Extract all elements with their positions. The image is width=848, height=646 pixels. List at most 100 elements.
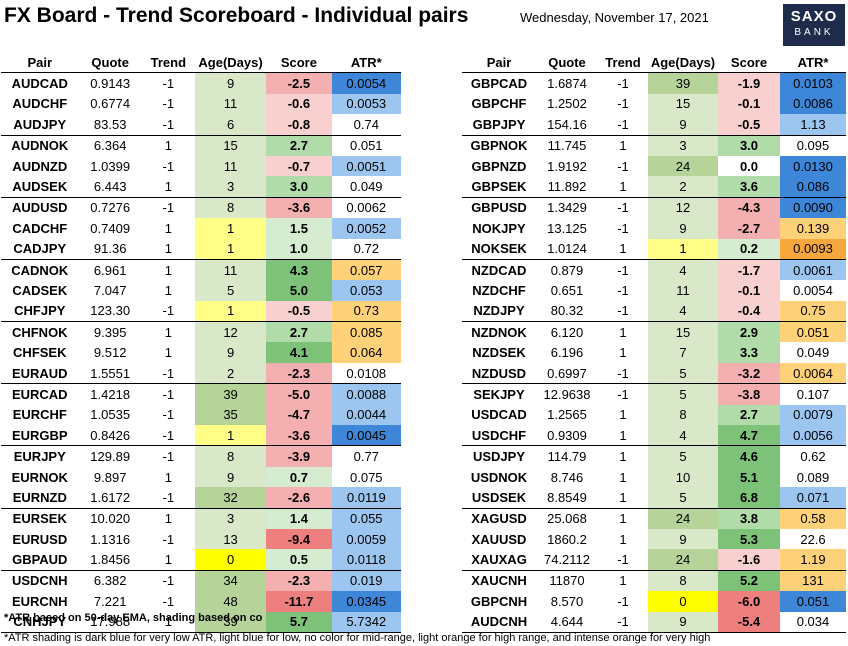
score-cell: -0.1 xyxy=(718,93,780,115)
atr-cell: 0.0052 xyxy=(331,218,401,239)
pair-cell: CNHJPY xyxy=(1,611,79,633)
atr-cell: 1.19 xyxy=(780,549,846,571)
atr-cell: 22.6 xyxy=(800,531,826,547)
trend-cell: 1 xyxy=(598,507,648,529)
col-header-trend: Trend xyxy=(598,52,648,74)
age-cell: 15 xyxy=(194,134,267,156)
pair-cell: EURAUD xyxy=(11,365,68,381)
trend-cell: -1 xyxy=(162,489,175,505)
table-row: EURSEK 10.020 1 3 1.4 0.055 xyxy=(1,507,401,529)
col-header-age: Age(Days) xyxy=(194,52,267,74)
age-cell: 24 xyxy=(648,507,718,529)
atr-cell: 0.0054 xyxy=(331,72,401,94)
table-row: NZDUSD 0.6997 -1 5 -3.2 0.0064 xyxy=(462,362,846,384)
trend-cell: -1 xyxy=(617,76,629,92)
score-cell: -4.3 xyxy=(718,196,780,219)
trend-cell: -1 xyxy=(617,282,629,298)
pair-cell: NZDNOK xyxy=(462,321,536,343)
table-row: EURCAD 1.4218 -1 39 -5.0 0.0088 xyxy=(1,383,401,405)
table-row: GBPUSD 1.3429 -1 12 -4.3 0.0090 xyxy=(462,196,846,219)
score-cell: 5.1 xyxy=(718,466,780,488)
quote-cell: 0.7276 xyxy=(78,196,142,219)
age-cell: 9 xyxy=(648,528,718,550)
quote-cell: 9.395 xyxy=(78,321,142,343)
col-header-pair: Pair xyxy=(1,52,79,74)
table-row: CNHJPY 17.988 1 39 5.7 5.7342 xyxy=(1,611,401,633)
trend-cell: 1 xyxy=(164,345,172,361)
trend-cell: 1 xyxy=(164,469,172,485)
score-cell: 1.5 xyxy=(266,218,332,239)
age-cell: 8 xyxy=(194,445,267,467)
quote-cell: 1860.2 xyxy=(547,531,587,547)
atr-cell: 0.057 xyxy=(331,258,401,281)
table-row: NZDJPY 80.32 -1 4 -0.4 0.75 xyxy=(462,300,846,322)
quote-cell: 0.8426 xyxy=(90,427,131,443)
table-row: GBPJPY 154.16 -1 9 -0.5 1.13 xyxy=(462,114,846,136)
atr-cell: 0.0054 xyxy=(793,282,833,298)
atr-cell: 0.0079 xyxy=(780,404,846,426)
trend-cell: -1 xyxy=(617,96,629,112)
atr-cell: 0.051 xyxy=(331,134,401,156)
table-row: XAUXAG 74.2112 -1 24 -1.6 1.19 xyxy=(462,549,846,571)
atr-cell: 0.086 xyxy=(780,176,846,198)
table-row: CADCHF 0.7409 1 1 1.5 0.0052 xyxy=(1,218,401,239)
table-row: XAUUSD 1860.2 1 9 5.3 22.6 xyxy=(462,528,846,550)
age-cell: 9 xyxy=(648,611,718,633)
score-cell: -2.3 xyxy=(266,362,332,384)
score-cell: -3.9 xyxy=(266,445,332,467)
quote-cell: 0.651 xyxy=(550,282,584,298)
quote-cell: 4.644 xyxy=(536,611,598,633)
age-cell: 3 xyxy=(194,176,267,198)
age-cell: 9 xyxy=(648,114,718,136)
pair-cell: EURUSD xyxy=(12,531,68,547)
trend-cell: -1 xyxy=(162,303,175,319)
table-row: GBPNZD 1.9192 -1 24 0.0 0.0130 xyxy=(462,155,846,177)
quote-cell: 1.6172 xyxy=(90,489,131,505)
atr-cell: 0.0118 xyxy=(331,549,401,571)
score-cell: 4.1 xyxy=(266,342,332,363)
age-cell: 5 xyxy=(648,487,718,509)
pair-cell: CHFSEK xyxy=(13,345,67,361)
score-cell: -0.1 xyxy=(718,280,780,301)
age-cell: 1 xyxy=(194,238,267,260)
quote-cell: 6.382 xyxy=(78,569,142,592)
atr-cell: 0.0119 xyxy=(331,487,401,509)
score-cell: -1.7 xyxy=(718,258,780,281)
atr-cell: 0.064 xyxy=(331,342,401,363)
age-cell: 48 xyxy=(194,591,267,612)
quote-cell: 0.9309 xyxy=(547,427,587,443)
score-cell: -3.2 xyxy=(718,362,780,384)
col-header-score: Score xyxy=(718,52,780,74)
atr-cell: 0.089 xyxy=(796,469,830,485)
table-row: EURCHF 1.0535 -1 35 -4.7 0.0044 xyxy=(1,404,401,426)
atr-cell: 0.0093 xyxy=(780,238,846,260)
pair-cell: NOKJPY xyxy=(472,220,526,236)
pair-cell: CHFNOK xyxy=(1,321,79,343)
pair-cell: NZDUSD xyxy=(471,365,527,381)
quote-cell: 1.1316 xyxy=(90,531,131,547)
table-row: NZDCHF 0.651 -1 11 -0.1 0.0054 xyxy=(462,280,846,301)
age-cell: 12 xyxy=(194,321,267,343)
score-cell: -3.6 xyxy=(266,425,332,446)
score-cell: 1.0 xyxy=(266,238,332,260)
trend-cell: -1 xyxy=(598,383,648,405)
report-date: Wednesday, November 17, 2021 xyxy=(520,10,709,25)
right-table-body: GBPCAD 1.6874 -1 39 -1.9 0.0103 GBPCHF 1.2502 -1… xyxy=(462,72,846,633)
atr-cell: 0.0345 xyxy=(331,591,401,612)
table-row: CHFJPY 123.30 -1 1 -0.5 0.73 xyxy=(1,300,401,322)
pair-cell: USDCAD xyxy=(471,407,527,423)
atr-cell: 0.055 xyxy=(331,507,401,529)
atr-cell: 1.13 xyxy=(780,114,846,136)
age-cell: 0 xyxy=(648,591,718,612)
trend-cell: 1 xyxy=(141,611,195,633)
age-cell: 3 xyxy=(648,134,718,156)
age-cell: 8 xyxy=(194,196,267,219)
score-cell: 0.7 xyxy=(266,466,332,488)
quote-cell: 7.221 xyxy=(93,593,127,609)
score-cell: 4.3 xyxy=(266,258,332,281)
table-row: CHFNOK 9.395 1 12 2.7 0.085 xyxy=(1,321,401,343)
score-cell: 5.0 xyxy=(266,280,332,301)
age-cell: 39 xyxy=(194,383,267,405)
pair-cell: EURNOK xyxy=(11,469,68,485)
pair-cell: XAUUSD xyxy=(471,531,527,547)
